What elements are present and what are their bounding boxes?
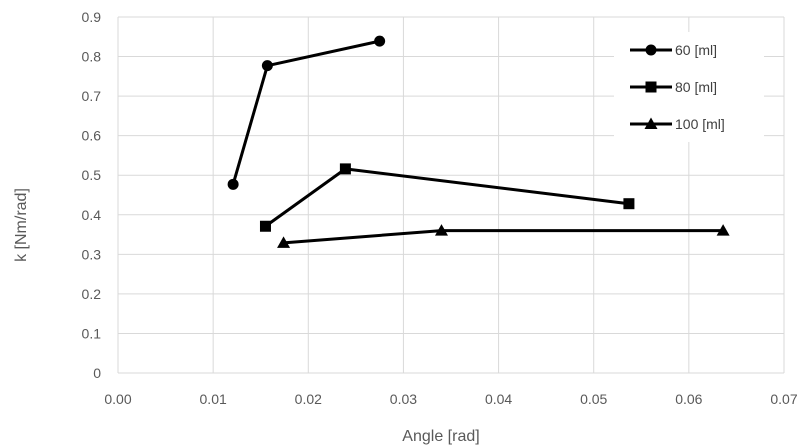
x-tick-label: 0.00 xyxy=(104,391,131,407)
data-point xyxy=(259,220,271,232)
data-point xyxy=(227,178,239,190)
y-tick-labels: 0 0.1 0.2 0.3 0.4 0.5 0.6 0.7 0.8 0.9 xyxy=(82,9,102,381)
legend-label: 100 [ml] xyxy=(675,116,725,132)
y-tick-label: 0.4 xyxy=(82,207,102,223)
data-point xyxy=(434,224,448,236)
x-tick-labels: 0.00 0.01 0.02 0.03 0.04 0.05 0.06 0.07 xyxy=(104,391,797,407)
y-tick-label: 0.7 xyxy=(82,88,102,104)
y-tick-label: 0.8 xyxy=(82,49,102,65)
legend-label: 60 [ml] xyxy=(675,42,717,58)
data-point xyxy=(374,35,386,47)
data-point xyxy=(716,224,730,236)
y-axis-title: k [Nm/rad] xyxy=(13,188,30,262)
series-line-2 xyxy=(264,167,630,228)
x-tick-label: 0.01 xyxy=(200,391,227,407)
data-point xyxy=(277,236,291,248)
x-tick-label: 0.07 xyxy=(770,391,797,407)
x-tick-label: 0.06 xyxy=(675,391,702,407)
y-tick-label: 0.1 xyxy=(82,325,102,341)
x-axis-title: Angle [rad] xyxy=(402,428,479,445)
legend-marker xyxy=(645,44,657,56)
data-point xyxy=(339,163,351,175)
x-tick-label: 0.03 xyxy=(390,391,417,407)
legend-marker xyxy=(644,117,658,129)
x-tick-label: 0.04 xyxy=(485,391,512,407)
y-tick-label: 0.5 xyxy=(82,167,102,183)
legend-marker xyxy=(645,81,657,93)
series-line-3 xyxy=(283,229,724,245)
legend: 60 [ml] 80 [ml] 100 [ml] xyxy=(614,32,764,142)
y-tick-label: 0.2 xyxy=(82,286,102,302)
y-tick-label: 0.6 xyxy=(82,128,102,144)
x-tick-label: 0.05 xyxy=(580,391,607,407)
series-layer xyxy=(227,35,730,248)
y-tick-label: 0.9 xyxy=(82,9,102,25)
y-tick-label: 0 xyxy=(93,365,101,381)
series-line-1 xyxy=(231,39,380,185)
y-tick-label: 0.3 xyxy=(82,246,102,262)
data-point xyxy=(623,198,635,210)
x-tick-label: 0.02 xyxy=(295,391,322,407)
data-point xyxy=(261,60,273,72)
legend-label: 80 [ml] xyxy=(675,79,717,95)
